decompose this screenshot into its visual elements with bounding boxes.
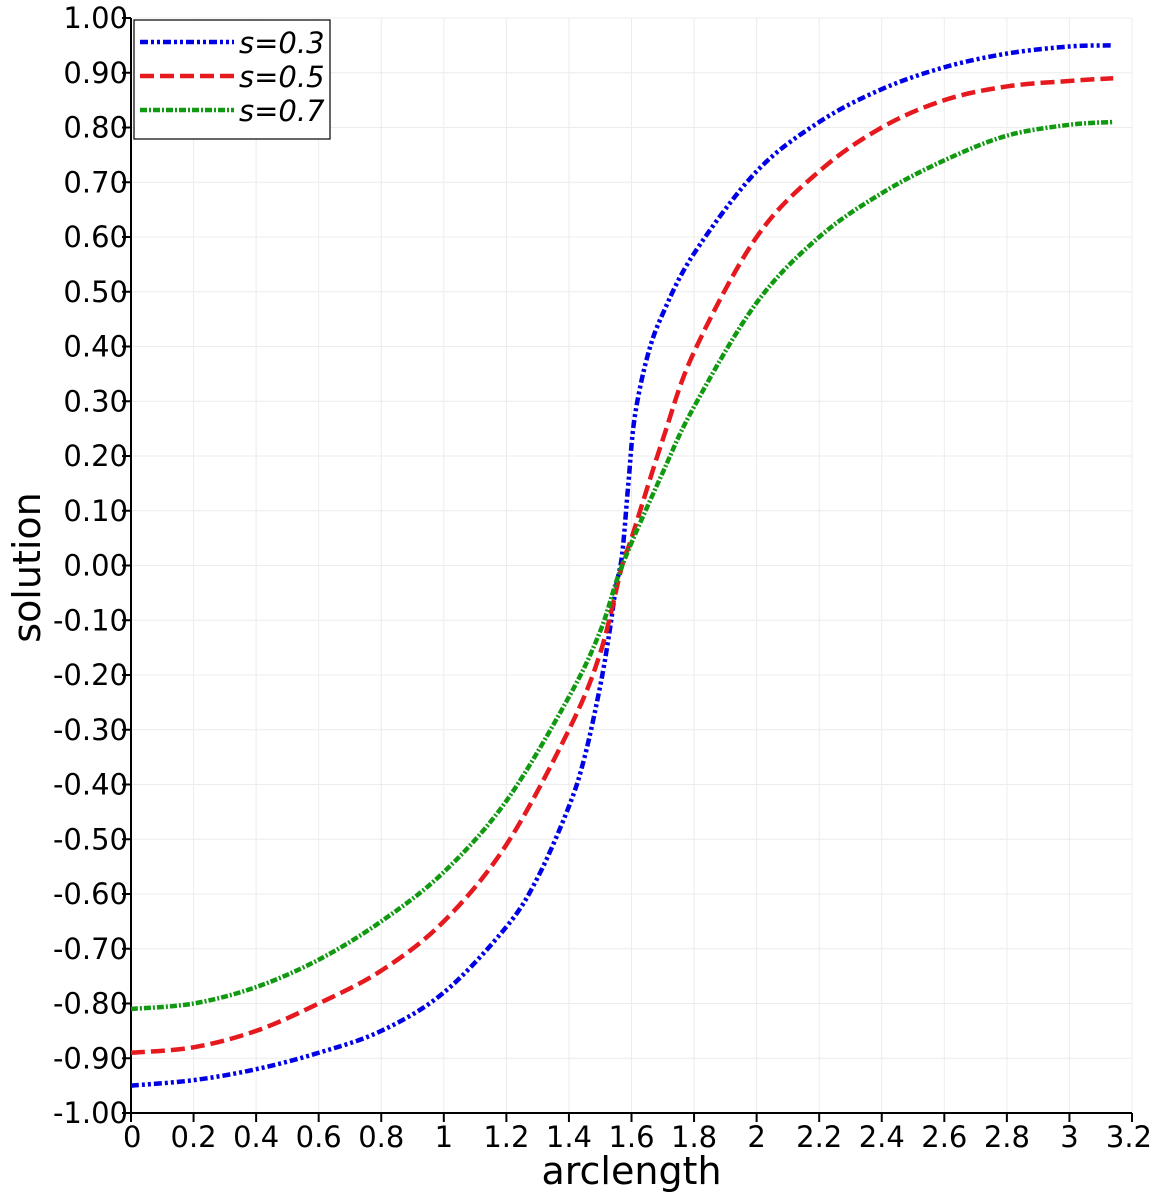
x-tick-label: 1.8 <box>671 1120 717 1154</box>
x-tick-label: 0 <box>123 1120 141 1154</box>
axes <box>122 17 1133 1122</box>
y-tick-label: -0.20 <box>53 658 128 692</box>
y-tick-label: 0.60 <box>63 220 128 254</box>
y-tick-label: 0.10 <box>63 494 128 528</box>
legend-label: s=0.3 <box>239 26 325 60</box>
x-tick-label: 3 <box>1060 1120 1078 1154</box>
x-tick-label: 0.4 <box>233 1120 279 1154</box>
y-tick-label: 1.00 <box>63 1 128 35</box>
x-tick-label: 2 <box>747 1120 765 1154</box>
y-tick-label: 0.50 <box>63 275 128 309</box>
x-tick-label: 0.2 <box>171 1120 217 1154</box>
x-tick-label: 0.6 <box>296 1120 342 1154</box>
y-tick-label: -0.10 <box>53 603 128 637</box>
x-axis-title: arclength <box>541 1149 721 1193</box>
x-tick-label: 1.2 <box>483 1120 529 1154</box>
y-tick-label: -1.00 <box>53 1096 128 1130</box>
legend-label: s=0.7 <box>239 94 325 128</box>
y-tick-label: -0.30 <box>53 713 128 747</box>
y-tick-label: 0.20 <box>63 439 128 473</box>
y-tick-label: -0.70 <box>53 932 128 966</box>
x-tick-label: 2.2 <box>796 1120 842 1154</box>
x-tick-label: 0.8 <box>358 1120 404 1154</box>
x-tick-label: 2.6 <box>921 1120 967 1154</box>
x-tick-label: 2.8 <box>984 1120 1030 1154</box>
y-tick-label: 0.40 <box>63 330 128 364</box>
legend-label: s=0.5 <box>239 60 325 94</box>
x-tick-label: 3.2 <box>1106 1120 1152 1154</box>
x-tick-label: 1 <box>435 1120 453 1154</box>
y-tick-label: 0.80 <box>63 111 128 145</box>
y-axis-tick-labels: -1.00 -0.90 -0.80 -0.70 -0.60 -0.50 -0.40 -0.30… <box>53 1 128 1130</box>
x-tick-label: 1.4 <box>546 1120 592 1154</box>
y-tick-label: -0.50 <box>53 822 128 856</box>
x-tick-label: 2.4 <box>859 1120 905 1154</box>
y-tick-label: 0.90 <box>63 56 128 90</box>
y-tick-label: 0.70 <box>63 165 128 199</box>
y-tick-label: 0.30 <box>63 384 128 418</box>
y-axis-title: solution <box>5 492 49 642</box>
grid-lines <box>130 17 1133 1114</box>
y-tick-label: 0.00 <box>63 549 128 583</box>
x-axis-tick-labels: 0 0.2 0.4 0.6 0.8 1 1.2 1.4 1.6 1.8 2 2.2 2.4 2.6 2.8 3… <box>123 1120 1152 1154</box>
series-lines <box>130 43 1114 1088</box>
x-tick-label: 1.6 <box>608 1120 654 1154</box>
series-line-s=0.7 <box>130 119 1114 1012</box>
y-tick-label: -0.80 <box>53 987 128 1021</box>
y-tick-label: -0.40 <box>53 768 128 802</box>
legend: s=0.3s=0.5s=0.7 <box>133 19 331 140</box>
y-tick-label: -0.90 <box>53 1041 128 1075</box>
y-tick-label: -0.60 <box>53 877 128 911</box>
